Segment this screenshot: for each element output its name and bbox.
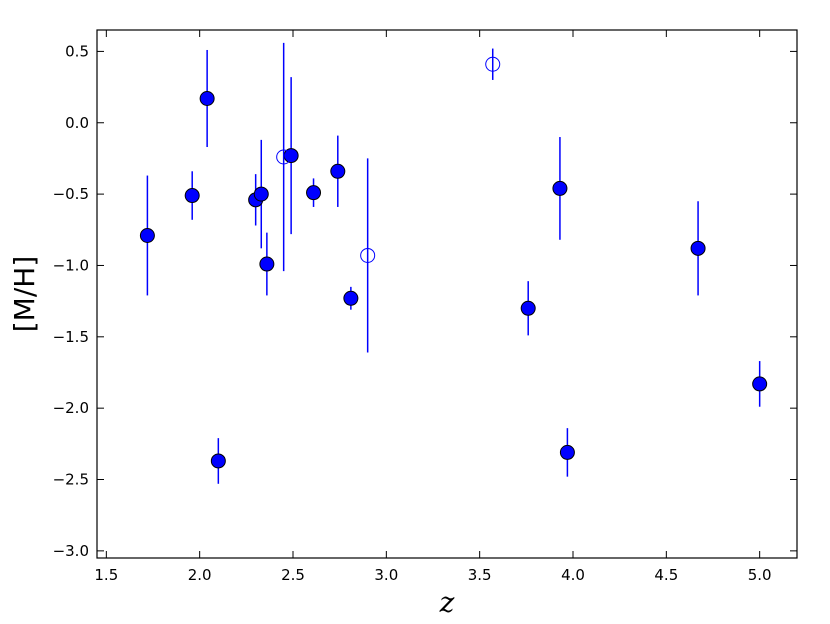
x-tick-label: 4.5 xyxy=(654,566,678,584)
data-point xyxy=(184,188,200,204)
x-tick-label: 5.0 xyxy=(748,566,772,584)
x-axis-label: z xyxy=(439,586,455,619)
plot-frame xyxy=(96,29,798,559)
y-tick-label: −3.0 xyxy=(53,542,89,560)
data-point xyxy=(752,376,768,392)
data-point xyxy=(306,185,322,201)
data-point xyxy=(485,56,501,72)
data-point xyxy=(253,186,269,202)
y-tick-label: −2.5 xyxy=(53,471,89,489)
x-tick-label: 1.5 xyxy=(94,566,118,584)
data-point xyxy=(360,247,376,263)
data-point xyxy=(199,90,215,106)
y-tick-label: −2.0 xyxy=(53,399,89,417)
data-point xyxy=(343,290,359,306)
data-point xyxy=(330,163,346,179)
data-point xyxy=(559,444,575,460)
data-point xyxy=(139,227,155,243)
data-point xyxy=(276,149,292,165)
data-point xyxy=(690,240,706,256)
x-tick-label: 2.0 xyxy=(188,566,212,584)
data-point xyxy=(520,300,536,316)
data-point xyxy=(552,180,568,196)
x-tick-label: 3.0 xyxy=(374,566,398,584)
y-tick-label: −0.5 xyxy=(53,185,89,203)
x-tick-label: 3.5 xyxy=(468,566,492,584)
x-tick-label: 4.0 xyxy=(561,566,585,584)
x-tick-label: 2.5 xyxy=(281,566,305,584)
y-tick-label: 0.5 xyxy=(65,42,89,60)
y-tick-label: −1.0 xyxy=(53,256,89,274)
y-tick-label: −1.5 xyxy=(53,328,89,346)
data-point xyxy=(259,256,275,272)
y-axis-label: [M/H] xyxy=(8,256,41,333)
data-point xyxy=(210,453,226,469)
y-tick-label: 0.0 xyxy=(65,114,89,132)
